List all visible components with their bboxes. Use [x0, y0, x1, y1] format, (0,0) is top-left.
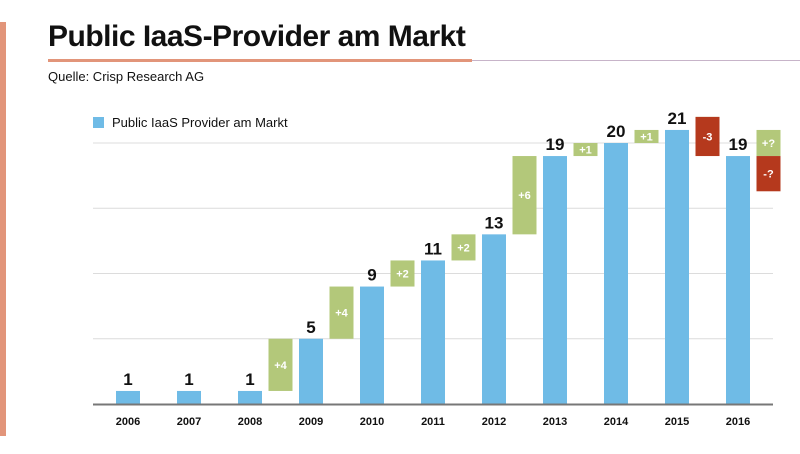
increase-box [573, 143, 598, 157]
bar-value-label: 11 [424, 239, 442, 258]
bar [177, 390, 201, 404]
bar-value-label: 13 [485, 213, 504, 232]
bar [482, 234, 506, 404]
x-tick-label: 2006 [116, 416, 140, 428]
x-tick-label: 2014 [604, 416, 629, 428]
bar [360, 286, 384, 404]
x-tick-label: 2013 [543, 416, 567, 428]
bar-value-label: 19 [546, 135, 565, 154]
increase-box [451, 234, 476, 261]
left-accent-bar [0, 22, 6, 436]
bar [421, 260, 445, 404]
increase-box [756, 129, 781, 157]
change-label: +2 [457, 242, 470, 254]
bar [238, 390, 262, 404]
x-tick-label: 2010 [360, 416, 384, 428]
bar [543, 156, 567, 404]
bar-value-label: 20 [607, 122, 626, 141]
change-label: +1 [640, 131, 653, 143]
increase-box [390, 260, 415, 287]
title-rule-left [48, 59, 472, 62]
change-label: -? [763, 169, 774, 181]
chart-title: Public IaaS-Provider am Markt [48, 20, 466, 53]
bar-value-label: 9 [367, 266, 376, 285]
decrease-box [695, 116, 720, 157]
increase-box [512, 156, 537, 235]
bar-value-label: 5 [306, 318, 315, 337]
legend-swatch [93, 117, 104, 128]
increase-box [329, 286, 354, 339]
bar-value-label: 19 [729, 135, 748, 154]
x-tick-label: 2007 [177, 416, 201, 428]
x-tick-label: 2011 [421, 416, 445, 428]
bar [299, 338, 323, 404]
change-label: +4 [274, 360, 287, 372]
bar [116, 390, 140, 404]
x-tick-label: 2015 [665, 416, 689, 428]
x-tick-label: 2012 [482, 416, 506, 428]
decrease-box [756, 156, 781, 192]
x-tick-label: 2009 [299, 416, 323, 428]
legend: Public IaaS Provider am Markt [93, 115, 288, 130]
change-label: +? [762, 138, 775, 150]
increase-box [268, 338, 293, 391]
bar [665, 129, 689, 404]
change-label: -3 [703, 131, 713, 143]
title-rule-right [472, 60, 800, 61]
bar [604, 143, 628, 404]
legend-label: Public IaaS Provider am Markt [112, 115, 288, 130]
bar-value-label: 21 [668, 109, 687, 128]
x-tick-label: 2016 [726, 416, 750, 428]
bar [726, 156, 750, 404]
bar-value-label: 1 [123, 370, 132, 389]
bar-value-label: 1 [184, 370, 193, 389]
change-label: +1 [579, 145, 592, 157]
change-label: +4 [335, 308, 348, 320]
source-note: Quelle: Crisp Research AG [48, 69, 205, 84]
increase-box [634, 129, 659, 143]
bar-value-label: 1 [245, 370, 254, 389]
change-label: +2 [396, 269, 409, 281]
change-label: +6 [518, 190, 531, 202]
x-tick-label: 2008 [238, 416, 262, 428]
